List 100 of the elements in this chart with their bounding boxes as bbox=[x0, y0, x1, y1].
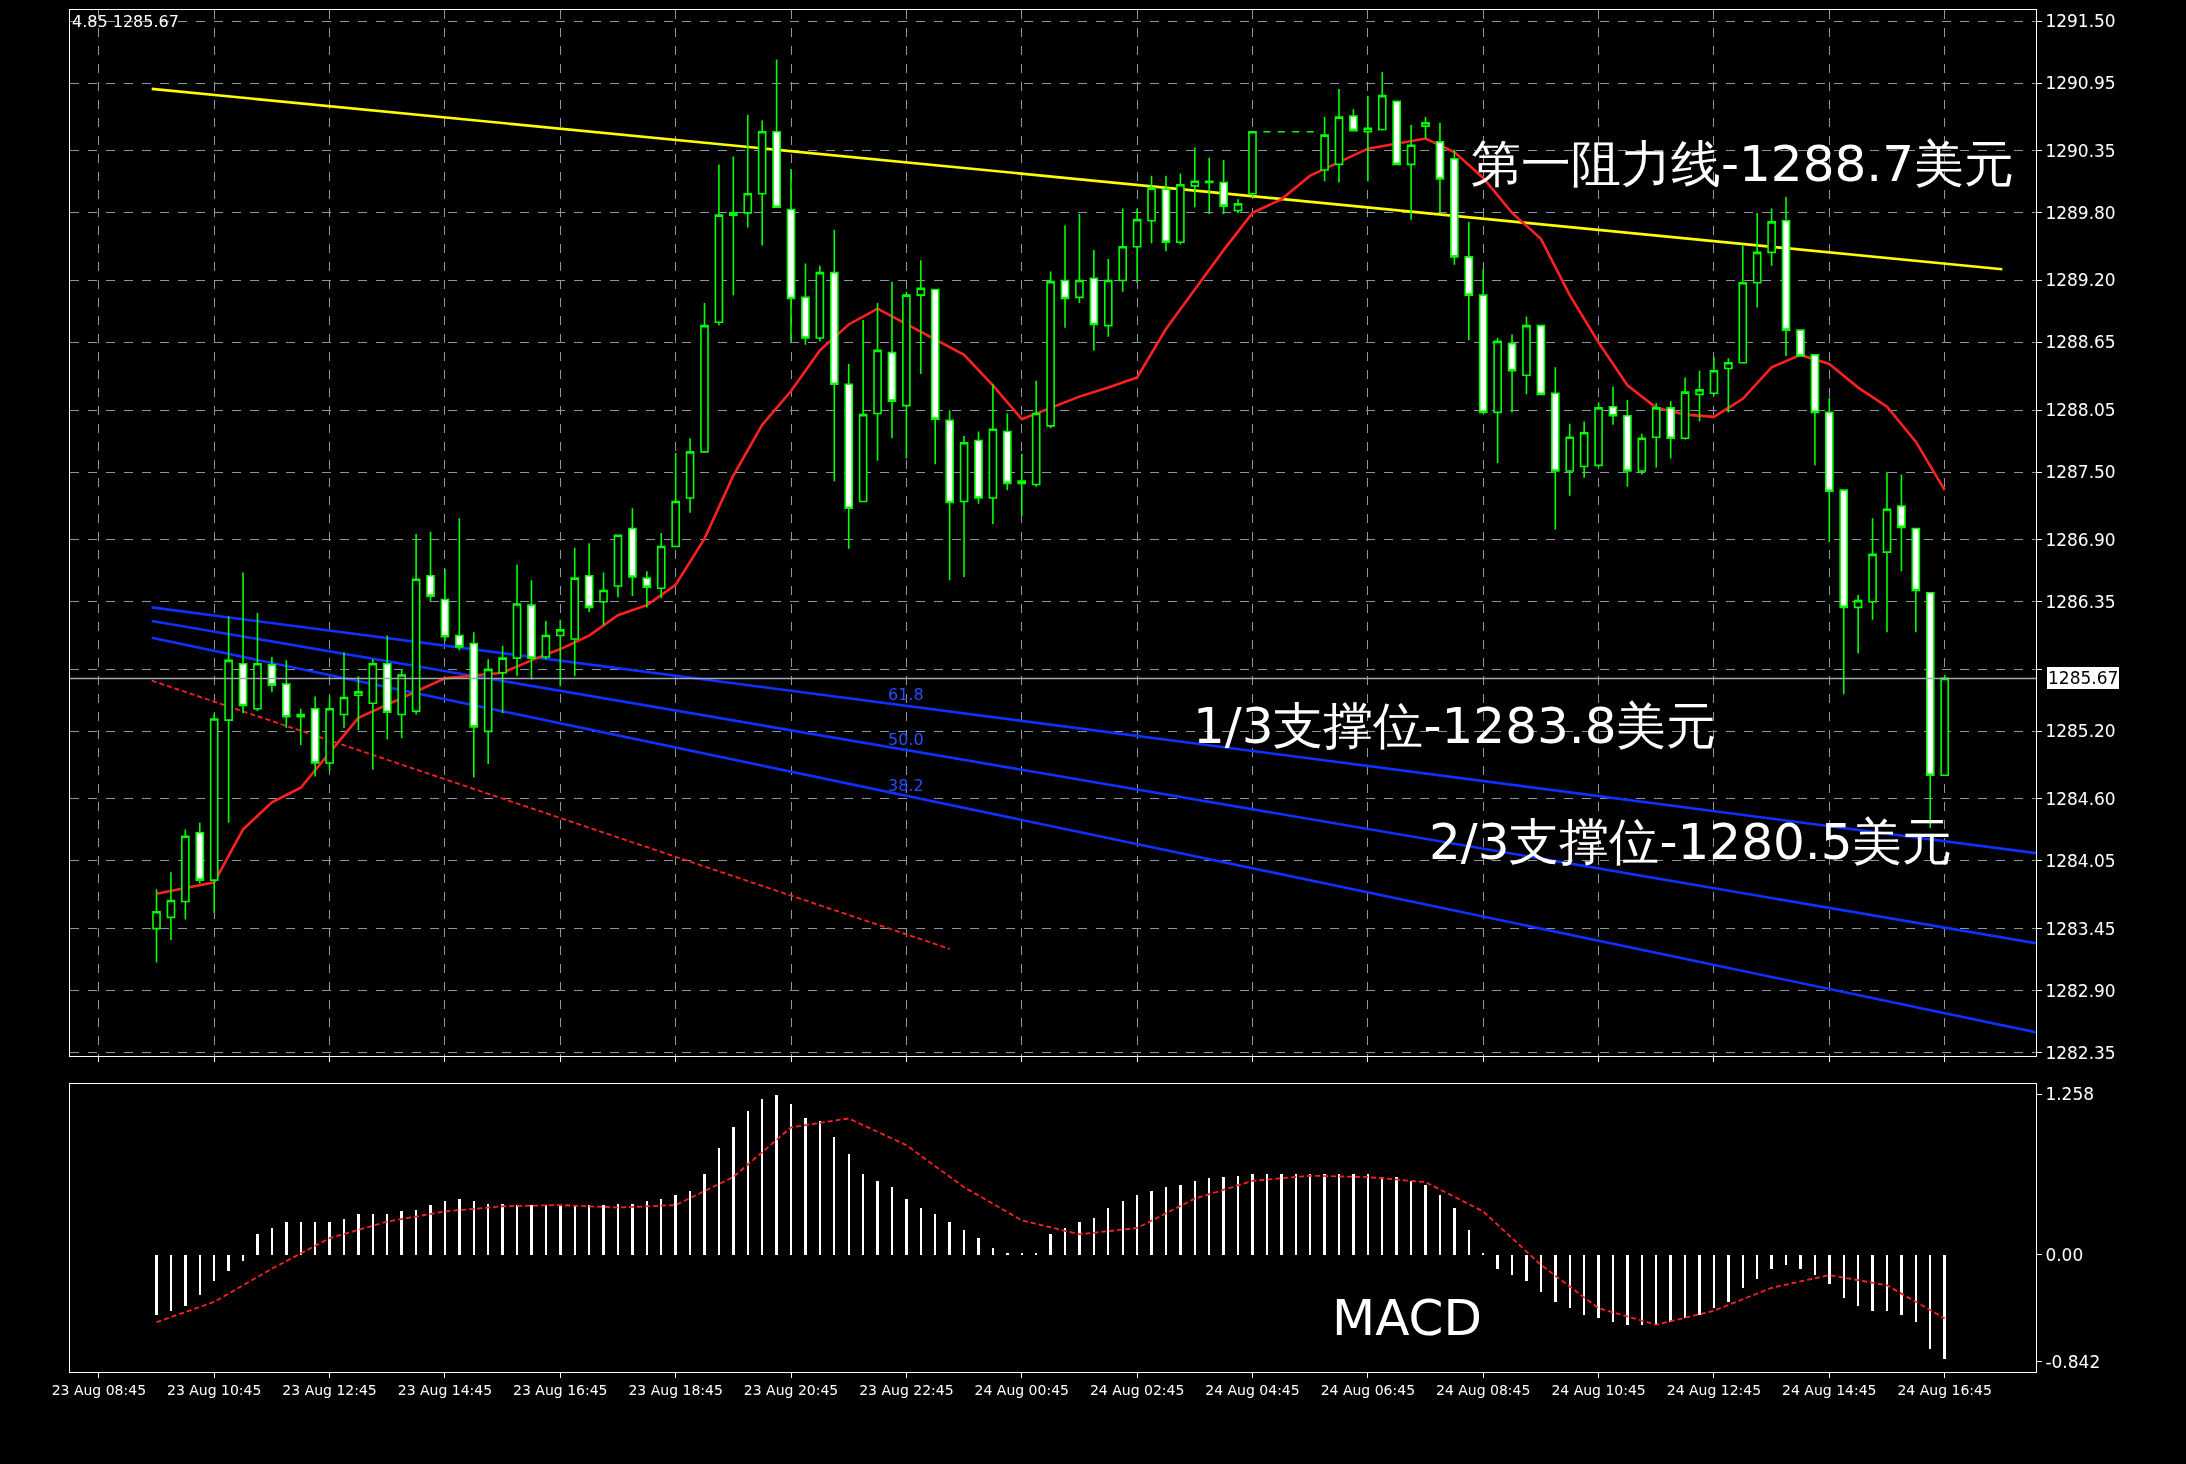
bar bbox=[1395, 1177, 1398, 1256]
candlestick bbox=[916, 259, 926, 375]
y-tick-label: 1287.50 bbox=[2045, 462, 2116, 483]
candlestick bbox=[455, 517, 464, 652]
bar bbox=[1727, 1255, 1730, 1303]
candlestick bbox=[1017, 453, 1027, 517]
candlestick bbox=[238, 571, 248, 715]
y-tick-label: 1286.35 bbox=[2045, 591, 2116, 612]
candlestick bbox=[1190, 146, 1200, 209]
candlestick bbox=[1536, 324, 1546, 396]
candlestick bbox=[1147, 174, 1156, 245]
candlestick bbox=[1882, 471, 1892, 633]
x-tick-label: 23 Aug 20:45 bbox=[743, 1381, 839, 1398]
bar bbox=[1698, 1255, 1701, 1316]
candlestick bbox=[1478, 268, 1488, 414]
candlestick bbox=[368, 658, 378, 771]
y-tick-label: 1289.80 bbox=[2045, 202, 2116, 223]
candlestick bbox=[181, 828, 190, 921]
candlestick bbox=[1767, 207, 1776, 267]
candlestick bbox=[1075, 213, 1084, 304]
y-tick-label: 1291.50 bbox=[2045, 11, 2116, 32]
bar bbox=[689, 1191, 691, 1256]
candlestick bbox=[1003, 412, 1012, 491]
bar bbox=[718, 1148, 720, 1256]
bar bbox=[876, 1181, 879, 1256]
y-tick-label: 1290.95 bbox=[2045, 73, 2116, 94]
bar bbox=[1684, 1255, 1686, 1319]
y-tick-label: 1284.60 bbox=[2045, 788, 2116, 809]
bar bbox=[833, 1137, 835, 1256]
bar bbox=[732, 1127, 735, 1256]
candlestick bbox=[1911, 527, 1921, 633]
bar bbox=[343, 1219, 345, 1256]
bar bbox=[1929, 1255, 1931, 1350]
bar bbox=[1770, 1255, 1773, 1270]
bar bbox=[1323, 1174, 1326, 1256]
bar bbox=[1251, 1174, 1254, 1256]
y-tick-label: 1288.05 bbox=[2045, 400, 2116, 421]
candlestick bbox=[1666, 400, 1676, 460]
bar bbox=[429, 1205, 432, 1256]
candlestick bbox=[974, 430, 983, 505]
candlestick bbox=[1507, 333, 1517, 414]
candlestick bbox=[209, 712, 219, 914]
candlestick bbox=[656, 532, 666, 600]
candlestick bbox=[570, 546, 580, 677]
bar bbox=[1641, 1255, 1643, 1326]
bar bbox=[934, 1214, 936, 1256]
candlestick bbox=[411, 533, 421, 716]
bar bbox=[674, 1195, 677, 1256]
candlestick bbox=[469, 631, 479, 779]
bar bbox=[1468, 1230, 1470, 1256]
annotation: 第一阻力线-1288.7美元 bbox=[1471, 135, 2014, 193]
annotation: 1/3支撑位-1283.8美元 bbox=[1193, 697, 1717, 755]
y-tick-label: 1.258 bbox=[2045, 1084, 2095, 1105]
bar bbox=[1179, 1185, 1182, 1256]
bar bbox=[1871, 1255, 1874, 1312]
x-tick-label: 24 Aug 06:45 bbox=[1320, 1381, 1416, 1398]
candlestick bbox=[267, 656, 277, 693]
bar bbox=[415, 1210, 417, 1256]
bar bbox=[1943, 1255, 1946, 1360]
x-tick-label: 24 Aug 00:45 bbox=[974, 1381, 1069, 1398]
candlestick bbox=[671, 452, 680, 548]
candlestick bbox=[1031, 380, 1041, 488]
bar bbox=[199, 1255, 201, 1296]
candlestick bbox=[1796, 329, 1805, 357]
bar bbox=[559, 1205, 562, 1256]
bar bbox=[1049, 1234, 1052, 1256]
candlestick bbox=[555, 618, 565, 688]
bar bbox=[977, 1238, 980, 1256]
bar bbox=[804, 1118, 807, 1256]
candlestick bbox=[685, 437, 695, 514]
candlestick bbox=[786, 168, 796, 343]
candlestick bbox=[1219, 159, 1228, 215]
y-tick-label: 1282.35 bbox=[2045, 1042, 2116, 1063]
candlestick bbox=[1897, 473, 1906, 573]
candlestick bbox=[628, 507, 637, 597]
bar bbox=[213, 1255, 215, 1282]
candlestick bbox=[1608, 385, 1618, 426]
candlestick bbox=[440, 568, 450, 642]
candlestick bbox=[1176, 172, 1185, 246]
bar bbox=[588, 1205, 590, 1256]
candlestick bbox=[426, 531, 435, 603]
candlestick bbox=[1493, 337, 1502, 464]
candlestick bbox=[1853, 594, 1863, 655]
candlestick bbox=[1651, 402, 1661, 469]
annotation: 61.8 bbox=[888, 685, 924, 704]
y-tick-label: 0.00 bbox=[2045, 1244, 2084, 1265]
bar bbox=[458, 1199, 461, 1256]
annotation: MACD bbox=[1332, 1289, 1482, 1347]
x-tick-label: 23 Aug 08:45 bbox=[51, 1381, 147, 1398]
bar bbox=[1165, 1187, 1167, 1256]
candlestick bbox=[1248, 130, 1257, 198]
bar bbox=[1136, 1195, 1138, 1256]
candlestick bbox=[772, 58, 781, 209]
candlestick bbox=[945, 409, 954, 582]
candlestick bbox=[714, 163, 724, 327]
bar bbox=[1915, 1255, 1917, 1323]
candlestick bbox=[1262, 130, 1272, 133]
bar bbox=[1742, 1255, 1744, 1289]
candlestick bbox=[1305, 130, 1315, 133]
bar bbox=[819, 1121, 821, 1256]
